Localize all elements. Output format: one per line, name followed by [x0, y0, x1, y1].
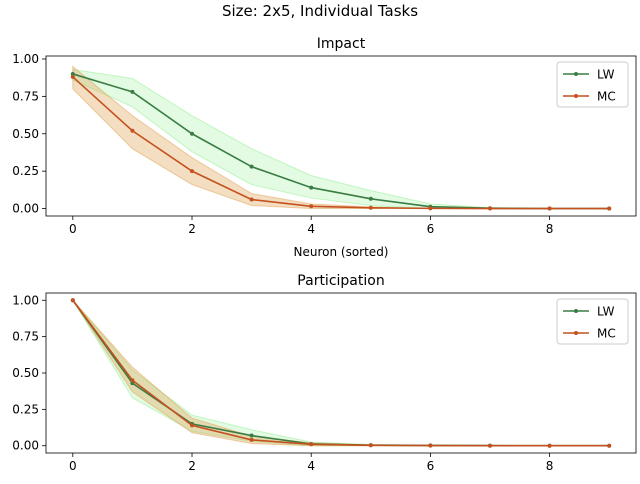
- data-point-lw: [70, 71, 75, 76]
- data-point-mc: [130, 378, 135, 383]
- x-tick-label: 0: [69, 459, 77, 473]
- x-tick-label: 0: [69, 222, 77, 236]
- data-point-mc: [249, 437, 254, 442]
- data-point-lw: [309, 185, 314, 190]
- data-point-lw: [130, 381, 135, 386]
- series-line-mc: [72, 76, 610, 210]
- x-tick-label: 2: [188, 459, 196, 473]
- axes-frame: [45, 55, 637, 217]
- legend-label-mc: MC: [597, 327, 616, 341]
- data-point-mc: [428, 206, 433, 211]
- data-point-mc: [487, 206, 492, 211]
- legend-box: [556, 61, 629, 108]
- impact-panel: Impact 0 2 4 6 8 0.00 0.25 0.50 0.75 1.00 Neuron (s…: [12, 36, 637, 259]
- legend-marker-mc: [574, 94, 578, 98]
- x-tick-label: 6: [427, 222, 435, 236]
- figure-suptitle: Size: 2x5, Individual Tasks: [222, 2, 418, 20]
- legend-label-lw: LW: [597, 68, 615, 82]
- data-point-lw: [130, 89, 135, 94]
- legend-box: [556, 298, 629, 345]
- y-tick-label: 0.75: [12, 330, 39, 344]
- band-mc: [72, 299, 610, 447]
- data-point-lw: [249, 164, 254, 169]
- x-tick-label: 8: [546, 459, 554, 473]
- y-tick-label: 0.25: [12, 402, 39, 416]
- legend-marker-lw: [574, 72, 578, 76]
- y-tick-label: 0.50: [12, 127, 39, 141]
- data-point-mc: [547, 443, 552, 448]
- series-line-lw: [72, 299, 610, 447]
- panel-title: Impact: [317, 36, 366, 52]
- data-point-mc: [249, 197, 254, 202]
- y-tick-label: 1.00: [12, 52, 39, 66]
- data-point-mc: [70, 298, 75, 303]
- data-point-mc: [70, 74, 75, 79]
- data-point-lw: [190, 131, 195, 136]
- legend-marker-lw: [574, 309, 578, 313]
- data-point-mc: [607, 206, 612, 211]
- legend-label-mc: MC: [597, 90, 616, 104]
- data-point-mc: [487, 443, 492, 448]
- y-tick-label: 0.50: [12, 366, 39, 380]
- y-tick-label: 0.00: [12, 202, 39, 216]
- x-axis-label: Neuron (sorted): [294, 245, 389, 259]
- series-line-mc: [72, 299, 610, 447]
- data-point-lw: [249, 433, 254, 438]
- y-tick-label: 0.25: [12, 164, 39, 178]
- participation-panel: Participation 0 2 4 6 8 0.00 0.25 0.50 0.75 1.00 LW…: [12, 273, 637, 473]
- y-tick-label: 0.75: [12, 89, 39, 103]
- data-point-mc: [368, 205, 373, 210]
- x-tick-label: 2: [188, 222, 196, 236]
- data-point-mc: [130, 128, 135, 133]
- data-point-mc: [190, 169, 195, 174]
- x-tick-label: 4: [307, 459, 315, 473]
- panel-title: Participation: [297, 273, 384, 289]
- y-tick-label: 0.00: [12, 439, 39, 453]
- x-tick-label: 6: [427, 459, 435, 473]
- data-point-mc: [607, 443, 612, 448]
- data-point-mc: [309, 204, 314, 209]
- y-tick-label: 1.00: [12, 293, 39, 307]
- x-tick-label: 4: [307, 222, 315, 236]
- x-tick-label: 8: [546, 222, 554, 236]
- data-point-mc: [428, 443, 433, 448]
- data-point-mc: [190, 423, 195, 428]
- data-point-lw: [368, 196, 373, 201]
- legend-label-lw: LW: [597, 305, 615, 319]
- data-point-mc: [309, 442, 314, 447]
- data-point-mc: [547, 206, 552, 211]
- band-lw: [72, 299, 610, 447]
- legend-marker-mc: [574, 331, 578, 335]
- data-point-mc: [368, 443, 373, 448]
